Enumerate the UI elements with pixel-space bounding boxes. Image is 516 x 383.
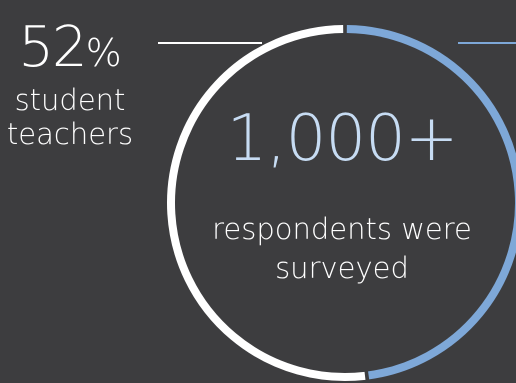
center-text-line-2: surveyed: [275, 251, 409, 285]
donut-slice-white: [167, 25, 366, 381]
callout-percent: 52%: [2, 18, 138, 83]
donut-slices: [167, 25, 516, 381]
center-text-line-1: respondents were: [212, 212, 472, 246]
callout-stat: 52% student teachers: [2, 18, 138, 152]
center-description: respondents were surveyed: [177, 210, 507, 288]
callout-percent-sign: %: [85, 31, 122, 75]
callout-percent-value: 52: [18, 15, 87, 80]
center-headline: 1,000+: [226, 102, 459, 176]
callout-label-line-1: student: [14, 83, 126, 117]
donut-slice-blue: [346, 25, 516, 380]
callout-label-line-2: teachers: [6, 117, 134, 151]
